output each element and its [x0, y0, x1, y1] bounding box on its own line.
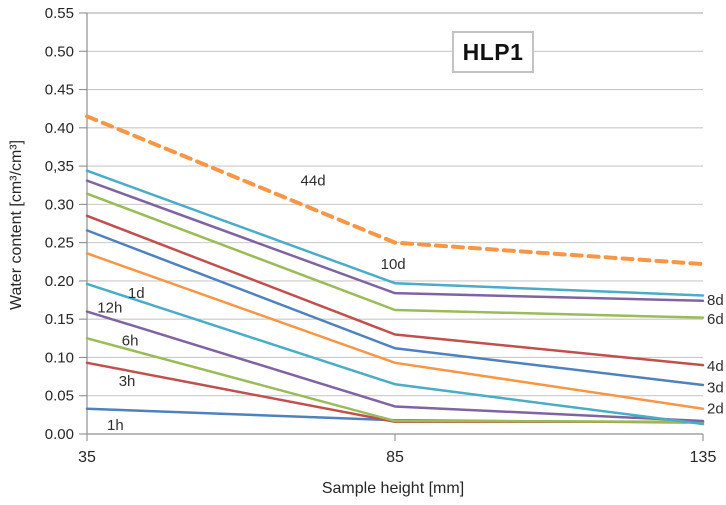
x-tick-label: 135 — [690, 449, 717, 466]
series-label-4d: 4d — [707, 358, 724, 375]
series-line-8d — [85, 179, 705, 303]
y-tick-label: 0.20 — [45, 273, 74, 290]
y-tick-label: 0.30 — [45, 196, 74, 213]
y-tick-label: 0.05 — [45, 388, 74, 405]
y-tick-label: 0,35 — [45, 158, 74, 175]
series-label-3h: 3h — [119, 373, 136, 390]
y-tick-label: 0.15 — [45, 311, 74, 328]
y-tick-label: 0.40 — [45, 120, 74, 137]
series-label-3d: 3d — [707, 379, 724, 396]
series-line-6d — [85, 192, 705, 319]
series-line-2d — [85, 252, 705, 410]
series-label-1d: 1d — [128, 285, 145, 302]
series-line-6h — [85, 337, 705, 424]
y-axis-title: Water content [cm³/cm³] — [8, 139, 25, 311]
y-tick-label: 0.50 — [45, 43, 74, 60]
legend-label: HLP1 — [462, 38, 524, 65]
y-tick-label: 0.55 — [45, 5, 74, 22]
y-tick-label: 0.45 — [45, 82, 74, 99]
series-label-8d: 8d — [707, 292, 724, 309]
series-line-1d — [85, 282, 705, 426]
legend-box: HLP1 — [452, 31, 534, 73]
x-tick-label: 35 — [78, 449, 96, 466]
x-tick-label: 85 — [386, 449, 404, 466]
series-line-4d — [85, 214, 705, 367]
series-line-10d — [85, 169, 705, 297]
series-label-2d: 2d — [707, 401, 724, 418]
x-axis-title: Sample height [mm] — [321, 480, 465, 497]
y-tick-label: 0.25 — [45, 235, 74, 252]
series-label-10d: 10d — [381, 256, 406, 273]
y-tick-label: 0.00 — [45, 426, 74, 443]
y-tick-label: 0.10 — [45, 349, 74, 366]
series-line-12h — [85, 310, 705, 423]
series-line-3d — [85, 229, 705, 387]
series-label-44d: 44d — [301, 173, 326, 190]
series-line-44d — [85, 114, 705, 267]
series-label-6d: 6d — [707, 311, 724, 328]
series-label-12h: 12h — [97, 300, 122, 317]
series-label-1h: 1h — [107, 417, 124, 434]
series-label-6h: 6h — [122, 333, 139, 350]
